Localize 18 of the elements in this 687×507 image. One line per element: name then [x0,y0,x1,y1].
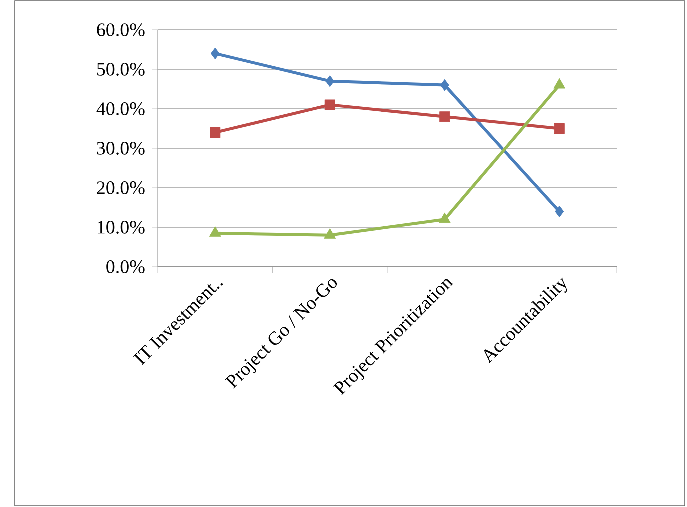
point [555,206,564,218]
y-tick-label: 40.0% [96,102,145,116]
point [210,127,221,138]
point [210,226,222,237]
point [326,76,335,88]
y-tick-label: 10.0% [98,221,145,234]
y-tick-label: 30.0% [97,142,145,155]
point [324,228,336,239]
y-tick-label: 20.0% [97,182,145,194]
y-tick-label: 0.0% [106,260,145,274]
y-tick-label: 60.0% [97,24,145,36]
point [211,48,220,60]
point [324,100,336,110]
point [440,80,450,92]
point [439,212,451,224]
point [440,112,450,122]
point [554,124,565,134]
y-tick-label: 50.0% [97,63,145,76]
